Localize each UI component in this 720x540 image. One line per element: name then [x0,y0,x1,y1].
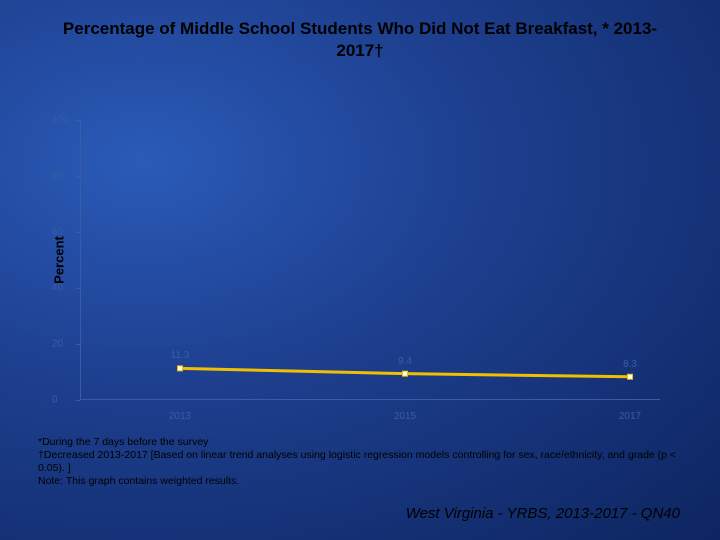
chart-title: Percentage of Middle School Students Who… [40,18,680,62]
data-value-label: 9.4 [398,356,412,367]
y-tick-mark [76,400,80,401]
data-marker [403,371,408,376]
y-tick-mark [76,120,80,121]
data-marker [628,374,633,379]
data-marker [178,366,183,371]
y-tick-label: 20 [52,339,63,350]
x-tick-label: 2017 [619,411,641,422]
footnote-line: †Decreased 2013-2017 [Based on linear tr… [38,449,680,475]
y-tick-label: 40 [52,283,63,294]
footnote-line: *During the 7 days before the survey [38,436,680,449]
y-tick-mark [76,344,80,345]
y-tick-mark [76,288,80,289]
y-tick-label: 60 [52,227,63,238]
y-tick-mark [76,232,80,233]
footnote: *During the 7 days before the survey†Dec… [38,436,680,489]
y-tick-label: 0 [52,395,58,406]
y-tick-label: 100 [52,115,69,126]
chart-area: Percent 02040608010020132015201711.39.48… [80,120,660,400]
footnote-line: Note: This graph contains weighted resul… [38,475,680,488]
data-value-label: 8.3 [623,359,637,370]
y-tick-label: 80 [52,171,63,182]
source-citation: West Virginia - YRBS, 2013-2017 - QN40 [406,505,680,522]
data-value-label: 11.3 [171,350,190,361]
x-tick-label: 2015 [394,411,416,422]
y-tick-mark [76,176,80,177]
x-tick-label: 2013 [169,411,191,422]
line-plot [80,120,660,400]
y-axis-label: Percent [51,236,66,284]
